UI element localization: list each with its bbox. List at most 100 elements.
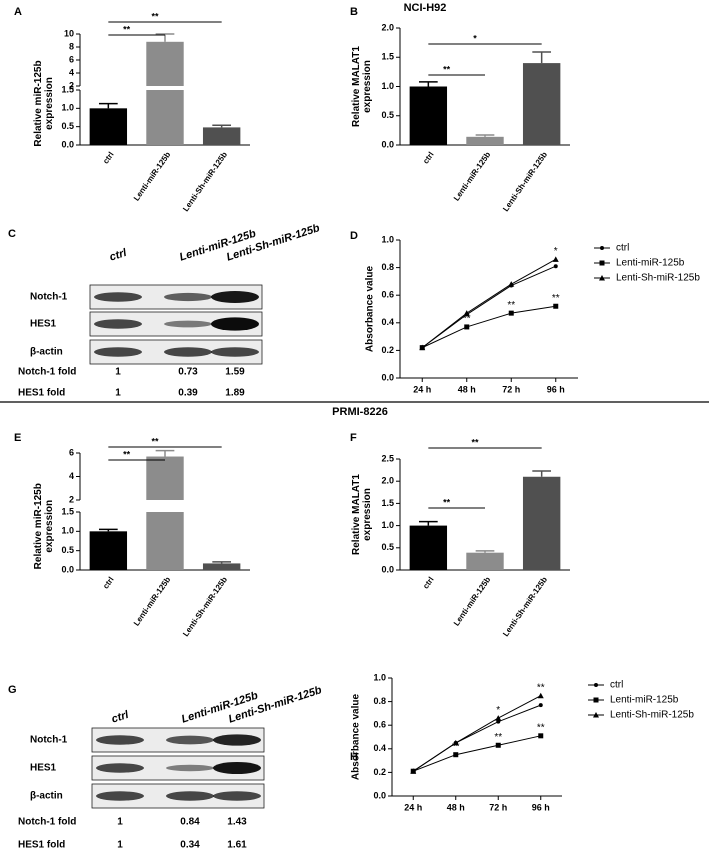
point-marker — [495, 715, 502, 721]
y-tick-label: 0.4 — [381, 317, 394, 327]
x-tick-label: Lenti-Sh-miR-125b — [501, 150, 549, 213]
x-tick-label: Lenti-Sh-miR-125b — [181, 575, 229, 638]
significance-label: ** — [471, 437, 479, 447]
blot-band — [94, 292, 142, 302]
legend-label: Lenti-miR-125b — [610, 695, 679, 706]
point-label: ** — [463, 314, 471, 325]
legend-label: ctrl — [610, 680, 623, 691]
y-tick-label: 4 — [69, 67, 74, 77]
fold-value: 1 — [115, 367, 121, 378]
bar — [409, 525, 448, 570]
point-marker — [553, 303, 559, 309]
bar — [89, 108, 128, 145]
fold-value: 0.34 — [180, 840, 200, 849]
blot-band — [166, 791, 214, 801]
y-tick-label: 10 — [64, 28, 74, 38]
fold-label: HES1 fold — [18, 840, 65, 849]
section-title: PRMI-8226 — [332, 406, 388, 418]
blot-row-label: HES1 — [30, 319, 57, 330]
y-tick-label: 0.0 — [381, 564, 394, 574]
blot-band — [211, 291, 259, 303]
fold-label: Notch-1 fold — [18, 367, 76, 378]
point-label: ** — [552, 293, 560, 304]
fold-value: 1.89 — [225, 388, 245, 399]
point-marker — [538, 733, 544, 739]
y-tick-label: 0.0 — [373, 790, 386, 800]
panel-letter: B — [350, 6, 358, 18]
point-marker — [410, 768, 417, 774]
y-tick-label: 0.0 — [61, 139, 74, 149]
x-tick-label: 48 h — [447, 802, 465, 812]
point-label: ** — [494, 732, 502, 743]
panel-letter: G — [8, 684, 17, 696]
x-tick-label: Lenti-Sh-miR-125b — [181, 150, 229, 213]
x-tick-label: Lenti-Sh-miR-125b — [501, 575, 549, 638]
y-tick-label: 0.5 — [61, 545, 74, 555]
point-marker — [538, 703, 543, 708]
bar — [202, 563, 241, 570]
y-tick-label: 0.6 — [381, 290, 394, 300]
y-tick-label: 6 — [69, 447, 74, 457]
point-marker — [453, 752, 459, 758]
significance-label: ** — [123, 449, 131, 459]
blot-band — [96, 763, 144, 773]
fold-value: 1.43 — [227, 817, 247, 828]
bar — [146, 512, 184, 570]
series-line — [413, 735, 541, 772]
x-tick-label: 24 h — [404, 802, 422, 812]
panel-letter: H — [350, 751, 358, 763]
fold-value: 1 — [115, 388, 121, 399]
y-tick-label: 0.2 — [381, 345, 394, 355]
fold-value: 1.61 — [227, 840, 247, 849]
point-marker — [508, 310, 514, 316]
legend-marker — [593, 712, 599, 718]
fold-value: 1 — [117, 840, 123, 849]
blot-row-label: Notch-1 — [30, 735, 68, 746]
legend-label: ctrl — [616, 243, 629, 254]
y-axis-label: Absorbance value — [365, 265, 376, 352]
y-tick-label: 4 — [69, 471, 74, 481]
bar — [146, 456, 184, 500]
panel-letter: D — [350, 230, 358, 242]
y-axis-label: expression — [362, 60, 373, 113]
y-axis-label: Relative miR-125b — [33, 60, 44, 146]
x-tick-label: ctrl — [421, 575, 436, 590]
legend-marker — [599, 275, 605, 281]
point-label: * — [554, 246, 558, 257]
blot-column-label: ctrl — [110, 709, 131, 726]
significance-label: ** — [151, 436, 159, 446]
point-marker — [553, 264, 558, 269]
point-label: ** — [507, 300, 515, 311]
blot-band — [164, 292, 212, 302]
point-marker — [463, 310, 470, 316]
point-marker — [419, 344, 426, 351]
point-marker — [452, 739, 459, 746]
y-tick-label: 2.5 — [381, 453, 394, 463]
blot-row-label: β-actin — [30, 791, 63, 802]
blot-row-label: HES1 — [30, 763, 57, 774]
y-axis-label: Relative MALAT1 — [351, 46, 362, 127]
bar — [522, 63, 561, 145]
bar — [89, 531, 128, 570]
x-tick-label: Lenti-miR-125b — [132, 575, 173, 628]
bar — [466, 136, 504, 145]
blot-band — [213, 734, 261, 746]
y-tick-label: 1.0 — [381, 81, 394, 91]
bar — [522, 476, 561, 570]
y-tick-label: 0.6 — [373, 720, 386, 730]
y-axis-label: expression — [44, 500, 55, 553]
fold-label: Notch-1 fold — [18, 817, 76, 828]
series-line — [421, 265, 556, 349]
series-line — [412, 695, 541, 772]
blot-band — [96, 791, 144, 801]
blot-band — [94, 347, 142, 357]
fold-value: 0.39 — [178, 388, 198, 399]
blot-band — [211, 347, 259, 357]
y-tick-label: 0.8 — [373, 696, 386, 706]
y-tick-label: 1.0 — [381, 234, 394, 244]
y-tick-label: 0.8 — [381, 262, 394, 272]
panel-letter: C — [8, 228, 16, 240]
significance-label: ** — [443, 497, 451, 507]
x-tick-label: ctrl — [101, 150, 116, 165]
